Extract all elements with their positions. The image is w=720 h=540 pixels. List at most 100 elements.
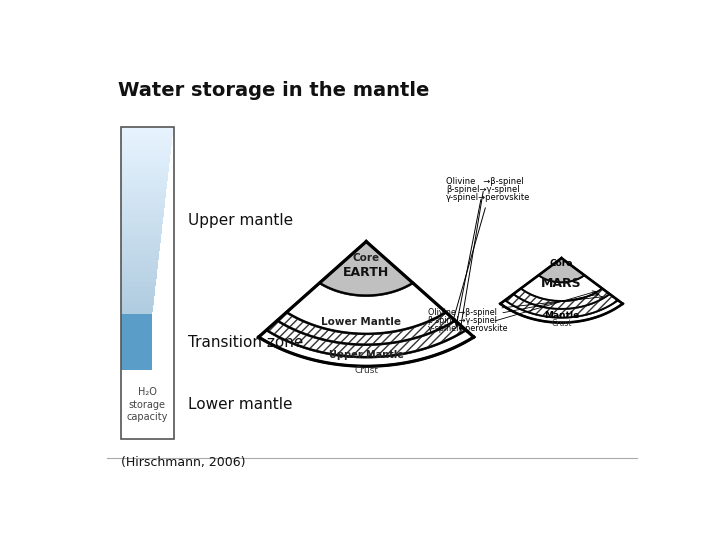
- Polygon shape: [287, 283, 446, 334]
- Bar: [121, 213, 163, 215]
- Bar: [121, 241, 161, 243]
- Bar: [121, 370, 174, 439]
- Text: (Hirschmann, 2006): (Hirschmann, 2006): [121, 456, 246, 469]
- Text: Core: Core: [353, 253, 379, 263]
- Bar: [121, 138, 172, 140]
- Text: γ-spinel→perovskite: γ-spinel→perovskite: [428, 291, 595, 333]
- Bar: [121, 166, 169, 168]
- Bar: [121, 295, 154, 298]
- Text: Water storage in the mantle: Water storage in the mantle: [118, 82, 429, 100]
- Bar: [121, 194, 166, 197]
- Bar: [121, 210, 164, 211]
- Bar: [121, 148, 171, 150]
- Bar: [121, 129, 174, 131]
- Bar: [121, 157, 170, 159]
- Text: Mantle: Mantle: [544, 311, 579, 320]
- Polygon shape: [505, 294, 618, 318]
- Bar: [121, 266, 158, 267]
- Bar: [121, 225, 163, 226]
- Bar: [121, 253, 159, 254]
- Bar: [121, 303, 153, 305]
- Bar: [121, 281, 156, 282]
- Bar: [121, 232, 161, 234]
- Text: MARS: MARS: [541, 277, 582, 290]
- Bar: [121, 285, 156, 286]
- Bar: [121, 200, 165, 202]
- Bar: [121, 239, 161, 241]
- Bar: [121, 314, 153, 370]
- Bar: [121, 189, 166, 191]
- Bar: [121, 260, 158, 262]
- Bar: [121, 183, 167, 185]
- Bar: [121, 176, 168, 178]
- Bar: [121, 172, 168, 174]
- Bar: [121, 254, 159, 256]
- Bar: [121, 202, 165, 204]
- Polygon shape: [513, 288, 610, 309]
- Text: H₂O
storage
capacity: H₂O storage capacity: [127, 387, 168, 422]
- Bar: [121, 193, 166, 194]
- Bar: [121, 127, 174, 439]
- Bar: [121, 245, 160, 247]
- Text: β-spinel→γ-spinel: β-spinel→γ-spinel: [446, 185, 520, 326]
- Bar: [121, 256, 159, 258]
- Bar: [121, 168, 168, 170]
- Bar: [121, 150, 171, 152]
- Bar: [121, 137, 172, 138]
- Bar: [121, 313, 153, 314]
- Text: EARTH: EARTH: [343, 266, 390, 280]
- Bar: [121, 170, 168, 172]
- Bar: [121, 144, 171, 146]
- Text: Upper Mantle: Upper Mantle: [329, 350, 404, 360]
- Bar: [121, 185, 167, 187]
- Bar: [121, 292, 155, 294]
- Polygon shape: [258, 330, 474, 366]
- Bar: [121, 219, 163, 221]
- Bar: [121, 198, 166, 200]
- Bar: [121, 294, 155, 295]
- Polygon shape: [277, 312, 455, 345]
- Bar: [121, 127, 174, 129]
- Polygon shape: [266, 321, 466, 357]
- Text: β-spinel→γ-spinel: β-spinel→γ-spinel: [428, 293, 599, 325]
- Text: γ-spinel→perovskite: γ-spinel→perovskite: [446, 193, 531, 322]
- Text: Core: Core: [550, 259, 573, 268]
- Bar: [121, 217, 163, 219]
- Bar: [121, 163, 169, 165]
- Text: Transition zone: Transition zone: [188, 335, 303, 350]
- Text: Crust: Crust: [354, 367, 378, 375]
- Bar: [121, 262, 158, 264]
- Bar: [121, 159, 170, 161]
- Bar: [121, 215, 163, 217]
- Bar: [121, 264, 158, 266]
- Bar: [121, 249, 160, 251]
- Bar: [121, 161, 170, 163]
- Bar: [121, 187, 167, 189]
- Bar: [121, 309, 153, 310]
- Bar: [121, 153, 171, 155]
- Bar: [121, 180, 168, 181]
- Bar: [121, 277, 156, 279]
- Bar: [121, 286, 156, 288]
- Bar: [121, 307, 153, 309]
- Bar: [121, 243, 161, 245]
- Bar: [121, 165, 169, 166]
- Text: Olivine →β-spinel: Olivine →β-spinel: [428, 295, 603, 316]
- Bar: [121, 222, 163, 225]
- Bar: [121, 230, 162, 232]
- Bar: [121, 197, 166, 198]
- Bar: [121, 247, 160, 249]
- Bar: [121, 299, 154, 301]
- Bar: [121, 174, 168, 176]
- Bar: [121, 251, 160, 253]
- Bar: [121, 310, 153, 313]
- Text: Olivine   →β-spinel: Olivine →β-spinel: [446, 177, 523, 330]
- Bar: [121, 181, 167, 183]
- Bar: [121, 152, 171, 153]
- Bar: [121, 221, 163, 222]
- Bar: [121, 301, 154, 303]
- Bar: [121, 140, 172, 142]
- Bar: [121, 178, 168, 180]
- Bar: [121, 131, 173, 133]
- Bar: [121, 191, 166, 193]
